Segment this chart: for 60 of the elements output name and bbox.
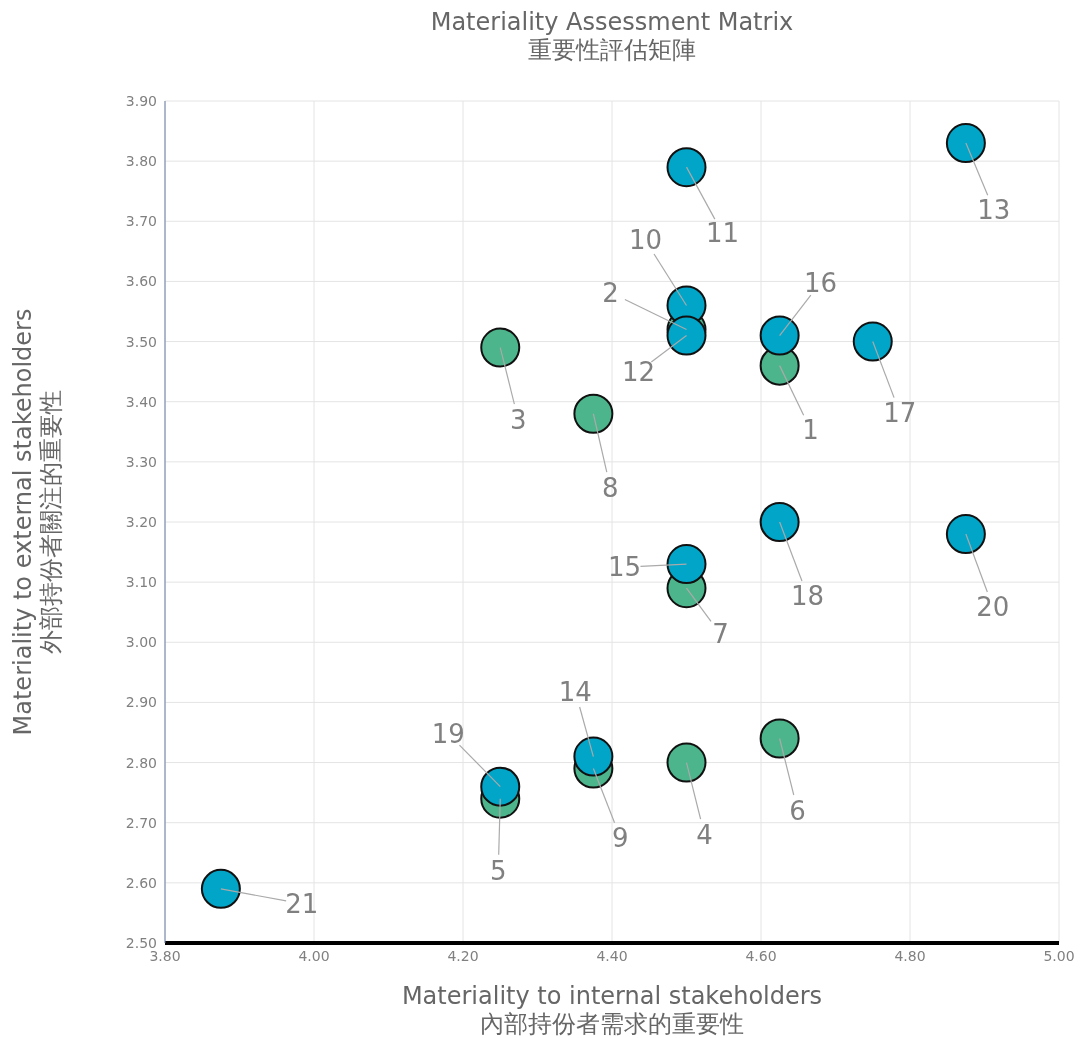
y-tick-label: 3.80 [125, 153, 157, 170]
y-tick-label: 3.70 [125, 213, 157, 230]
y-tick-label: 3.40 [125, 393, 157, 410]
annotation: 5 [489, 855, 507, 886]
point [666, 742, 707, 783]
x-tick-label: 4.00 [298, 947, 330, 964]
annotation: 20 [976, 592, 1010, 623]
point [480, 766, 521, 807]
annotation: 2 [602, 277, 619, 308]
y-tick-label: 3.00 [125, 634, 157, 651]
annotation: 7 [712, 619, 729, 650]
x-tick-label: 4.20 [447, 947, 479, 964]
x-axis-title: Materiality to internal stakeholders 內部持份者需求的重要性 [400, 982, 824, 1038]
annotation: 16 [804, 267, 838, 298]
y-tick-label: 2.70 [125, 814, 157, 831]
annotation: 9 [612, 822, 629, 853]
y-axis-title: Materiality to external stakeholders 外部持份者關注的重要性 [9, 307, 65, 738]
point [852, 321, 893, 362]
x-tick-label: 4.80 [894, 947, 926, 964]
annotation: 4 [696, 819, 713, 850]
chart-title: Materiality Assessment Matrix [429, 8, 795, 36]
point [666, 147, 707, 188]
y-tick-label: 3.20 [125, 513, 157, 530]
annotation: 18 [791, 581, 825, 611]
y-tick-label: 2.80 [125, 754, 157, 771]
point [945, 514, 986, 555]
annotation: 17 [883, 397, 917, 428]
annotation: 13 [977, 195, 1011, 226]
point [759, 315, 800, 356]
point [200, 868, 241, 909]
point [573, 736, 614, 777]
y-tick-label: 3.50 [125, 333, 157, 350]
y-tick-label: 3.90 [125, 92, 157, 109]
y-tick-label: 3.60 [125, 273, 157, 290]
point [759, 502, 800, 542]
annotation: 19 [431, 718, 465, 749]
x-tick-label: 4.60 [745, 947, 777, 964]
point [759, 718, 800, 759]
y-tick-label: 2.60 [125, 874, 157, 891]
annotation: 12 [621, 356, 656, 387]
point [666, 544, 707, 585]
annotation: 1 [802, 414, 819, 445]
annotation: 8 [602, 472, 619, 503]
point [945, 123, 986, 164]
annotation: 14 [558, 676, 592, 707]
y-tick-label: 2.90 [125, 694, 157, 711]
x-tick-label: 5.00 [1043, 947, 1075, 964]
y-tick-label: 3.30 [125, 453, 157, 470]
annotation: 11 [705, 218, 740, 249]
annotation: 10 [628, 225, 663, 256]
annotation: 15 [607, 552, 642, 583]
point [573, 393, 614, 434]
chart-subtitle: 重要性評估矩陣 [527, 36, 697, 64]
annotation: 21 [285, 888, 319, 919]
y-tick-label: 3.10 [125, 574, 157, 591]
x-tick-label: 4.40 [596, 947, 628, 964]
annotation: 3 [509, 404, 527, 435]
point [480, 327, 521, 368]
annotation: 6 [789, 795, 806, 826]
point [666, 315, 707, 356]
